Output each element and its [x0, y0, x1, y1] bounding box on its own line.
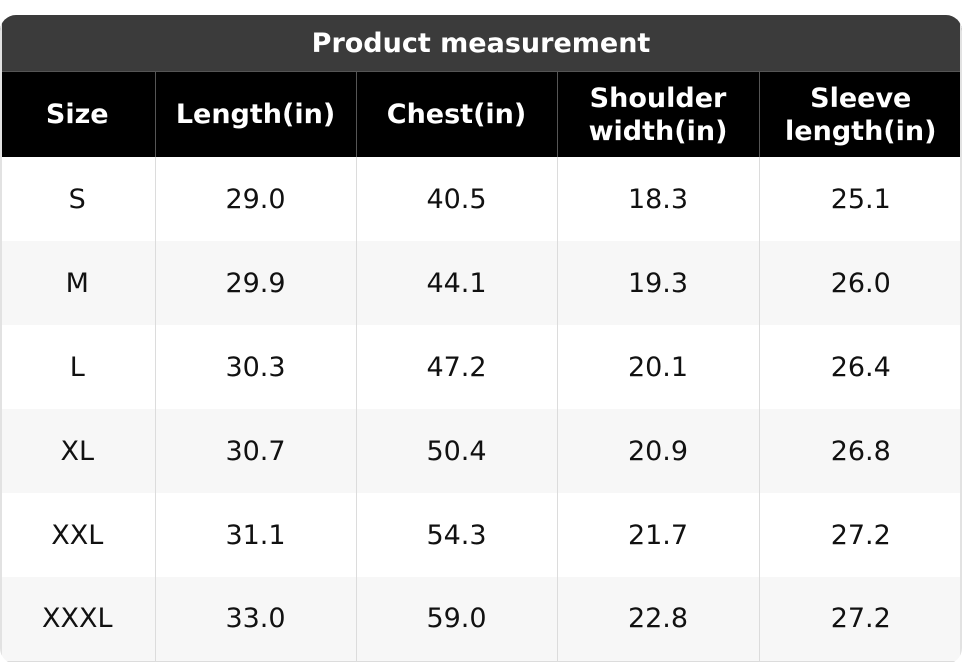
cell-shoulder-width: 20.9 — [557, 409, 760, 493]
table-row: XL 30.7 50.4 20.9 26.8 — [0, 409, 962, 493]
column-header-size: Size — [0, 72, 156, 157]
cell-chest: 47.2 — [356, 325, 558, 409]
measurement-table-card: Product measurement Size Length(in) Ches… — [0, 15, 962, 664]
cell-sleeve-length: 27.2 — [759, 577, 962, 662]
cell-sleeve-length: 27.2 — [759, 493, 962, 577]
cell-length: 29.9 — [155, 241, 357, 325]
cell-shoulder-width: 22.8 — [557, 577, 760, 662]
column-header-shoulder-width: Shoulder width(in) — [557, 72, 760, 157]
table-row: L 30.3 47.2 20.1 26.4 — [0, 325, 962, 409]
cell-shoulder-width: 20.1 — [557, 325, 760, 409]
cell-shoulder-width: 18.3 — [557, 157, 760, 241]
cell-shoulder-width: 21.7 — [557, 493, 760, 577]
column-header-length: Length(in) — [155, 72, 357, 157]
cell-size: XXXL — [0, 577, 156, 662]
cell-length: 31.1 — [155, 493, 357, 577]
table-row: M 29.9 44.1 19.3 26.0 — [0, 241, 962, 325]
cell-size: XXL — [0, 493, 156, 577]
cell-chest: 40.5 — [356, 157, 558, 241]
cell-length: 33.0 — [155, 577, 357, 662]
table-title: Product measurement — [0, 15, 962, 72]
cell-sleeve-length: 26.8 — [759, 409, 962, 493]
column-header-chest: Chest(in) — [356, 72, 558, 157]
header-row: Size Length(in) Chest(in) Shoulder width… — [0, 72, 962, 157]
cell-shoulder-width: 19.3 — [557, 241, 760, 325]
cell-chest: 50.4 — [356, 409, 558, 493]
cell-sleeve-length: 26.4 — [759, 325, 962, 409]
table-row: S 29.0 40.5 18.3 25.1 — [0, 157, 962, 241]
cell-size: S — [0, 157, 156, 241]
cell-chest: 59.0 — [356, 577, 558, 662]
cell-size: M — [0, 241, 156, 325]
cell-sleeve-length: 25.1 — [759, 157, 962, 241]
cell-sleeve-length: 26.0 — [759, 241, 962, 325]
cell-length: 29.0 — [155, 157, 357, 241]
table-row: XXXL 33.0 59.0 22.8 27.2 — [0, 577, 962, 662]
table-border-right — [960, 15, 962, 664]
cell-chest: 44.1 — [356, 241, 558, 325]
cell-length: 30.3 — [155, 325, 357, 409]
cell-size: L — [0, 325, 156, 409]
measurement-table: Size Length(in) Chest(in) Shoulder width… — [0, 72, 962, 662]
cell-chest: 54.3 — [356, 493, 558, 577]
column-header-sleeve-length: Sleeve length(in) — [759, 72, 962, 157]
table-row: XXL 31.1 54.3 21.7 27.2 — [0, 493, 962, 577]
cell-length: 30.7 — [155, 409, 357, 493]
cell-size: XL — [0, 409, 156, 493]
table-border-left — [0, 15, 2, 664]
